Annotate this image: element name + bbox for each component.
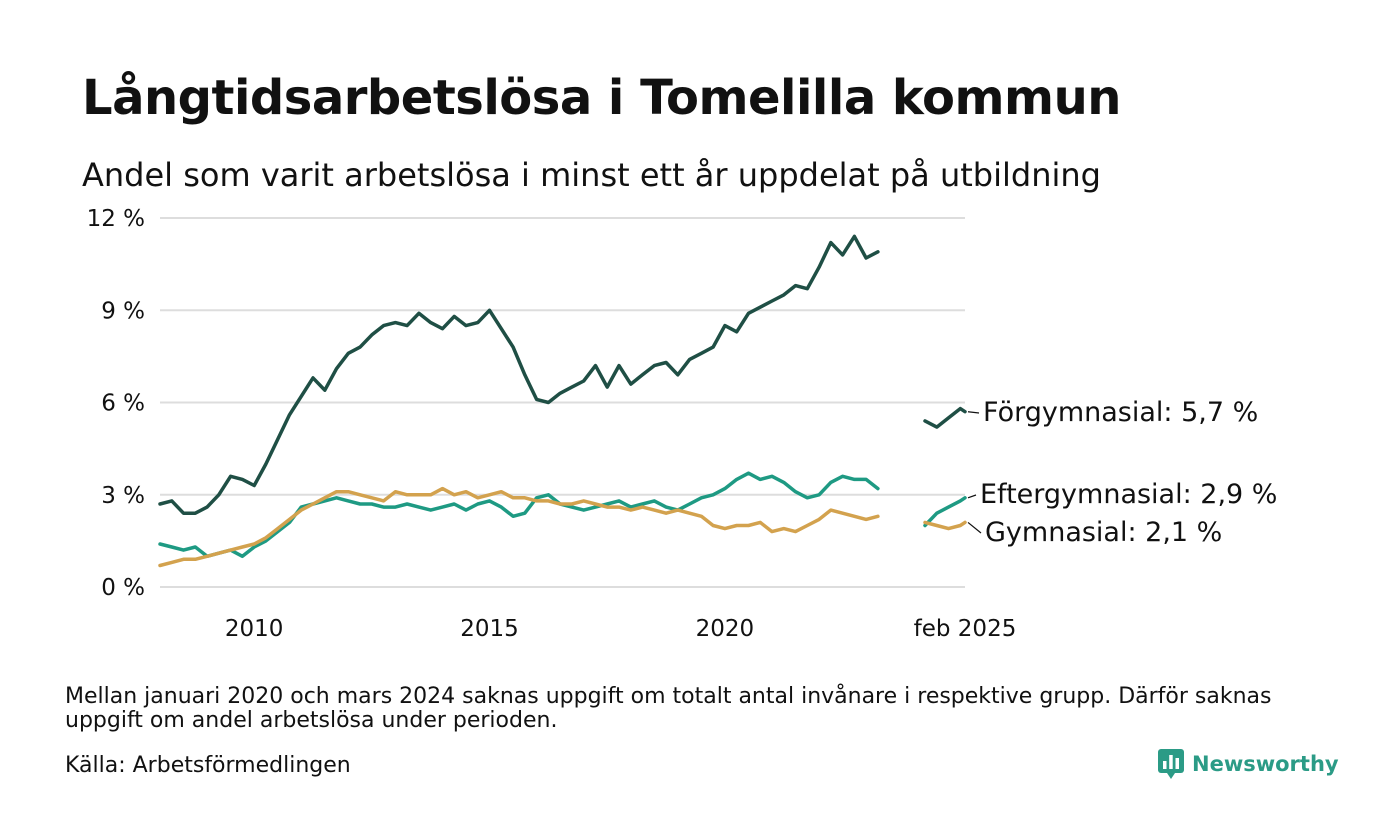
- series-line-förgymnasial: [923, 406, 967, 429]
- chart-title: Långtidsarbetslösa i Tomelilla kommun: [82, 70, 1121, 126]
- line-chart: 0 % 3 % 6 % 9 % 12 % 2010 2015 2020 feb 2025 Fö…: [87, 206, 1278, 642]
- series-line-gymnasial: [158, 486, 880, 568]
- series-label: Gymnasial: 2,1 %: [985, 517, 1222, 548]
- x-tick-label: 2010: [225, 616, 284, 642]
- source-text: Källa: Arbetsförmedlingen: [65, 753, 351, 778]
- series-labels: Förgymnasial: 5,7 % Eftergymnasial: 2,9 %…: [967, 397, 1277, 548]
- label-leader-line: [967, 494, 977, 499]
- chart-subtitle: Andel som varit arbetslösa i minst ett å…: [82, 156, 1101, 194]
- x-tick-label: 2015: [460, 616, 519, 642]
- y-tick-label: 0 %: [101, 575, 145, 601]
- y-axis: 0 % 3 % 6 % 9 % 12 %: [87, 206, 145, 601]
- newsworthy-logo-icon: [1158, 749, 1184, 779]
- series-line-förgymnasial: [158, 234, 880, 515]
- y-tick-label: 9 %: [101, 298, 145, 324]
- newsworthy-logo-text: Newsworthy: [1192, 752, 1339, 776]
- grid-lines: [160, 217, 965, 588]
- footnote: Mellan januari 2020 och mars 2024 saknas…: [65, 684, 1272, 733]
- label-leader-line: [967, 411, 980, 414]
- series-line-eftergymnasial: [158, 471, 880, 559]
- series-label: Förgymnasial: 5,7 %: [983, 397, 1258, 428]
- x-tick-label: feb 2025: [914, 616, 1017, 642]
- y-tick-label: 12 %: [87, 206, 145, 232]
- y-tick-label: 3 %: [101, 483, 145, 509]
- newsworthy-logo: Newsworthy: [1158, 746, 1339, 782]
- series-line-eftergymnasial: [923, 496, 967, 528]
- label-leader-line: [967, 521, 982, 534]
- y-tick-label: 6 %: [101, 391, 145, 417]
- x-tick-label: 2020: [696, 616, 755, 642]
- x-axis: 2010 2015 2020 feb 2025: [225, 616, 1016, 642]
- series-lines: [158, 234, 967, 568]
- series-label: Eftergymnasial: 2,9 %: [980, 479, 1277, 510]
- series-line-gymnasial: [923, 520, 967, 531]
